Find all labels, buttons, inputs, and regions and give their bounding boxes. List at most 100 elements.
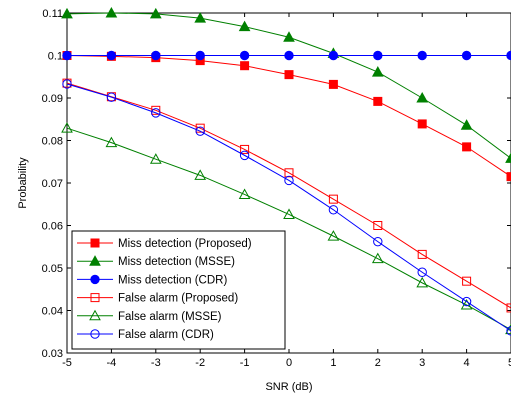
legend: Miss detection (Proposed) Miss detection … — [71, 230, 286, 350]
y-tick-label: 0.1 — [48, 51, 63, 63]
legend-label: False alarm (CDR) — [118, 329, 214, 341]
data-point — [506, 303, 511, 313]
data-point — [105, 6, 118, 18]
data-point — [62, 79, 72, 89]
x-axis-label: SNR (dB) — [265, 381, 312, 393]
data-point — [417, 267, 427, 277]
y-tick-label: 0.06 — [42, 221, 63, 233]
axis-ticks: -5 -4 -3 -2 -1 0 1 2 3 4 5 0.03 0.04 0.05 0.06 0.07 0.08… — [42, 8, 511, 369]
data-point — [373, 50, 383, 61]
data-point — [149, 153, 162, 164]
data-point — [506, 172, 511, 182]
data-point — [505, 152, 511, 163]
data-point — [416, 276, 429, 288]
legend-label: False alarm (Proposed) — [118, 293, 238, 305]
data-point — [460, 298, 473, 310]
data-point — [239, 150, 250, 161]
series-line — [66, 82, 511, 309]
data-point — [283, 208, 295, 219]
data-point — [238, 188, 251, 199]
y-tick-label: 0.11 — [42, 8, 63, 20]
legend-entry: Miss detection (CDR) — [77, 274, 227, 286]
x-tick-label: 1 — [330, 357, 336, 369]
data-point — [238, 20, 251, 32]
data-point — [328, 205, 339, 215]
y-tick-label: 0.05 — [42, 263, 63, 275]
legend-marker — [90, 293, 100, 303]
legend-entry: Miss detection (Proposed) — [77, 238, 252, 250]
legend-marker — [89, 255, 101, 266]
y-tick-label: 0.04 — [42, 306, 63, 318]
legend-label: Miss detection (Proposed) — [118, 238, 252, 250]
y-tick-label: 0.08 — [42, 136, 63, 148]
legend-marker — [90, 238, 100, 248]
data-point — [328, 79, 338, 89]
data-point — [371, 66, 384, 77]
x-tick-label: -1 — [240, 357, 250, 369]
data-point — [61, 7, 73, 19]
data-point — [240, 61, 250, 71]
data-point — [461, 50, 472, 61]
series-3 — [62, 50, 511, 61]
data-point — [239, 50, 250, 61]
x-tick-label: 3 — [419, 357, 425, 369]
series-line — [66, 83, 511, 332]
series-layer — [61, 6, 511, 336]
data-point — [195, 123, 205, 133]
data-point — [194, 12, 207, 23]
legend-box — [71, 230, 286, 350]
data-point — [194, 169, 207, 180]
legend-label: False alarm (MSSE) — [118, 311, 222, 323]
x-tick-label: 0 — [286, 357, 292, 369]
data-point — [195, 50, 205, 61]
data-point — [460, 119, 473, 130]
series-6 — [62, 79, 511, 336]
data-point — [462, 276, 472, 286]
data-point — [461, 296, 472, 307]
data-point — [462, 142, 472, 152]
data-point — [373, 236, 383, 247]
data-point — [417, 50, 427, 61]
series-line — [66, 127, 511, 331]
data-point — [417, 249, 427, 259]
data-point — [149, 7, 162, 19]
legend-entry: False alarm (Proposed) — [77, 293, 238, 305]
data-point — [506, 50, 511, 61]
data-point — [61, 122, 73, 133]
data-point — [151, 50, 161, 61]
data-point — [62, 50, 72, 61]
legend-entry: Miss detection (MSSE) — [77, 255, 235, 268]
legend-marker — [90, 329, 100, 339]
data-point — [327, 230, 340, 241]
legend-marker — [90, 274, 100, 285]
data-point — [106, 92, 117, 102]
data-point — [417, 119, 427, 129]
y-tick-label: 0.07 — [42, 178, 63, 190]
x-tick-label: -5 — [62, 357, 72, 369]
x-tick-label: -2 — [195, 357, 205, 369]
data-point — [284, 50, 294, 61]
series-2 — [61, 6, 511, 163]
x-tick-label: 5 — [508, 357, 511, 369]
y-tick-label: 0.09 — [42, 93, 63, 105]
data-point — [416, 91, 429, 103]
y-axis-label: Probability — [17, 157, 29, 209]
legend-label: Miss detection (CDR) — [118, 274, 227, 286]
legend-entry: False alarm (MSSE) — [77, 309, 222, 323]
data-point — [328, 194, 338, 204]
data-point — [328, 50, 339, 61]
y-tick-label: 0.03 — [42, 348, 63, 360]
legend-marker — [89, 309, 101, 321]
data-point — [373, 221, 383, 230]
data-point — [373, 96, 383, 106]
x-tick-label: -3 — [151, 357, 161, 369]
x-tick-label: -4 — [107, 357, 117, 369]
data-point — [284, 70, 294, 80]
x-tick-label: 2 — [375, 357, 381, 369]
data-point — [284, 168, 294, 178]
data-point — [195, 126, 205, 136]
series-5 — [61, 122, 511, 335]
data-point — [106, 50, 117, 61]
legend-entry: False alarm (CDR) — [77, 329, 214, 341]
